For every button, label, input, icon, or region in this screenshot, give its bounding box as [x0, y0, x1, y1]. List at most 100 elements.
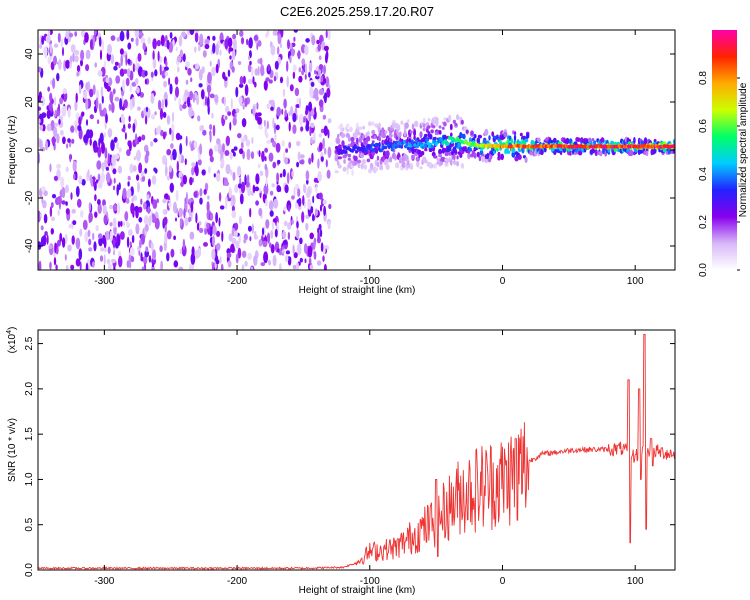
heatmap-cell — [299, 257, 303, 263]
heatmap-cell — [380, 148, 384, 153]
heatmap-cell — [208, 148, 213, 157]
heatmap-cell — [424, 147, 428, 152]
heatmap-cell — [292, 124, 297, 134]
heatmap-cell — [452, 119, 456, 124]
heatmap-cell — [337, 156, 342, 160]
heatmap-cell — [74, 100, 78, 112]
heatmap-cell — [282, 88, 286, 98]
heatmap-cell — [304, 258, 307, 264]
heatmap-cell — [303, 201, 306, 208]
heatmap-cell — [113, 136, 118, 143]
heatmap-cell — [194, 165, 197, 173]
heatmap-cell — [235, 86, 239, 98]
heatmap-cell — [398, 131, 402, 137]
colorbar-tick-label: 0.2 — [698, 215, 709, 229]
heatmap-cell — [194, 46, 197, 53]
heatmap-cell — [121, 128, 126, 132]
heatmap-cell — [249, 207, 252, 218]
heatmap-cell — [128, 115, 131, 123]
heatmap-cell — [213, 144, 219, 152]
heatmap-cell — [145, 150, 150, 157]
heatmap-cell — [323, 205, 326, 216]
heatmap-cell — [353, 155, 358, 161]
heatmap-cell — [456, 160, 460, 167]
heatmap-cell — [231, 66, 235, 73]
heatmap-cell — [121, 115, 126, 125]
heatmap-cell — [384, 130, 388, 134]
heatmap-cell — [213, 173, 216, 178]
heatmap-cell — [220, 263, 224, 270]
heatmap-cell — [407, 119, 410, 123]
heatmap-cell — [184, 158, 187, 166]
heatmap-cell — [162, 155, 167, 165]
heatmap-cell — [112, 217, 117, 228]
heatmap-cell — [599, 150, 603, 157]
heatmap-cell — [269, 190, 274, 196]
y-tick-label: 0 — [24, 147, 35, 153]
figure-title: C2E6.2025.259.17.20.R07 — [280, 4, 434, 19]
heatmap-cell — [296, 161, 300, 168]
heatmap-cell — [251, 137, 254, 144]
heatmap-cell — [130, 37, 134, 42]
colorbar-tick-label: 0.0 — [698, 263, 709, 277]
snr-xlabel: Height of straight line (km) — [299, 585, 416, 596]
heatmap-cell — [84, 32, 89, 43]
heatmap-cell — [272, 140, 277, 148]
heatmap-cell — [307, 199, 312, 210]
heatmap-cell — [264, 156, 267, 162]
heatmap-cell — [212, 124, 216, 137]
heatmap-cell — [465, 129, 469, 134]
heatmap-cell — [38, 118, 41, 124]
heatmap-cell — [191, 166, 195, 176]
heatmap-cell — [138, 217, 143, 223]
heatmap-cell — [189, 263, 193, 270]
heatmap-cell — [347, 135, 351, 142]
heatmap-cell — [198, 69, 203, 81]
heatmap-cell — [147, 178, 151, 188]
heatmap-cell — [317, 231, 320, 241]
heatmap-cell — [252, 76, 255, 85]
heatmap-cell — [413, 143, 417, 147]
heatmap-cell — [126, 30, 130, 40]
heatmap-cell — [334, 153, 339, 159]
heatmap-cell — [306, 179, 309, 185]
heatmap-cell — [38, 66, 42, 73]
heatmap-cell — [422, 117, 426, 124]
heatmap-cell — [250, 191, 254, 196]
heatmap-cell — [42, 234, 47, 247]
heatmap-cell — [139, 92, 144, 98]
heatmap-cell — [378, 136, 382, 142]
heatmap-cell — [385, 141, 389, 145]
heatmap-cell — [209, 124, 213, 131]
heatmap-cell — [159, 108, 164, 120]
heatmap-cell — [289, 84, 294, 92]
heatmap-cell — [110, 165, 114, 171]
heatmap-cell — [258, 239, 263, 247]
heatmap-cell — [129, 246, 135, 257]
heatmap-cell — [197, 44, 201, 52]
heatmap-cell — [389, 156, 393, 163]
heatmap-cell — [253, 35, 259, 41]
heatmap-cell — [276, 106, 282, 117]
heatmap-cell — [369, 146, 373, 151]
heatmap-cell — [313, 239, 316, 250]
heatmap-cell — [224, 38, 229, 50]
heatmap-cell — [188, 208, 191, 217]
heatmap-cell — [251, 223, 254, 234]
heatmap-cell — [101, 95, 104, 104]
heatmap-cell — [126, 260, 130, 268]
heatmap-cell — [189, 30, 195, 36]
heatmap-cell — [319, 229, 323, 238]
snr-line-marks — [38, 334, 675, 570]
heatmap-cell — [328, 203, 332, 210]
heatmap-cell — [376, 155, 380, 161]
heatmap-cell — [274, 60, 279, 70]
heatmap-cell — [260, 64, 265, 77]
heatmap-cell — [201, 124, 204, 131]
heatmap-cell — [117, 220, 121, 228]
heatmap-cell — [318, 192, 323, 200]
heatmap-cell — [179, 248, 183, 255]
heatmap-cell — [491, 131, 495, 137]
heatmap-cell — [242, 104, 245, 110]
heatmap-cell — [552, 137, 557, 143]
